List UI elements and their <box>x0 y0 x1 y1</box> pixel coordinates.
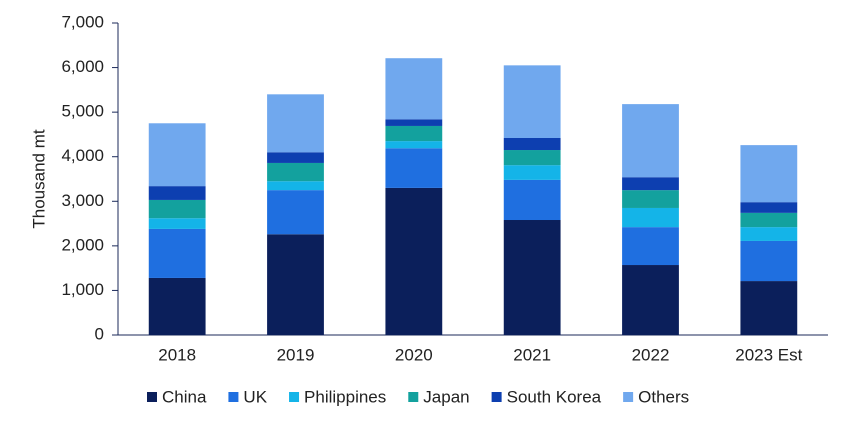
bar-segment <box>148 123 206 187</box>
bar-segment <box>267 234 324 335</box>
bar-segment <box>503 220 561 335</box>
legend-swatch <box>147 392 157 402</box>
x-tick-label: 2020 <box>395 345 433 364</box>
bar-segment <box>503 65 561 138</box>
x-tick-label: 2018 <box>158 345 196 364</box>
y-tick-label: 3,000 <box>61 191 104 210</box>
bar-segment <box>740 212 798 228</box>
bar-segment <box>385 141 443 149</box>
bar-segment <box>385 125 443 142</box>
y-tick-label: 2,000 <box>61 235 104 254</box>
bar-segment <box>385 148 443 188</box>
bar-segment <box>740 202 798 213</box>
x-tick-label: 2023 Est <box>735 345 802 364</box>
bar-segment <box>148 218 206 229</box>
bar-segment <box>503 150 561 166</box>
y-axis-label: Thousand mt <box>29 129 48 228</box>
x-tick-label: 2021 <box>513 345 551 364</box>
bar-segment <box>503 165 561 180</box>
y-tick-label: 6,000 <box>61 57 104 76</box>
y-tick-label: 4,000 <box>61 146 104 165</box>
y-tick-label: 0 <box>95 324 104 343</box>
legend-swatch <box>228 392 239 402</box>
legend-label: South Korea <box>507 387 602 406</box>
bar-segment <box>267 94 324 153</box>
bar-segment <box>740 145 798 203</box>
legend-swatch <box>408 392 419 402</box>
bar-segment <box>267 152 324 163</box>
legend-label: Others <box>638 387 689 406</box>
bar-segment <box>267 190 324 235</box>
bar-segment <box>740 240 798 282</box>
bar-segment <box>148 199 206 219</box>
bar-segment <box>622 177 679 191</box>
bar-segment <box>503 137 561 151</box>
bar-segment <box>503 179 561 221</box>
x-tick-label: 2019 <box>277 345 315 364</box>
bar-segment <box>148 186 206 200</box>
y-tick-label: 1,000 <box>61 280 104 299</box>
legend-label: Japan <box>423 387 469 406</box>
legend-label: UK <box>243 387 267 406</box>
x-tick-label: 2022 <box>632 345 670 364</box>
bar-segment <box>622 104 679 178</box>
y-tick-label: 7,000 <box>61 12 104 31</box>
legend-swatch <box>623 392 634 402</box>
bar-segment <box>385 58 443 120</box>
bar-segment <box>622 227 679 266</box>
legend-swatch <box>491 392 502 402</box>
bar-segment <box>622 207 679 228</box>
bar-segment <box>385 187 443 335</box>
bar-segment <box>740 281 798 335</box>
bar-segment <box>148 277 206 335</box>
bar-segment <box>740 227 798 241</box>
bar-segment <box>267 162 324 182</box>
bar-segment <box>622 265 679 335</box>
legend-label: Philippines <box>304 387 386 406</box>
bar-segment <box>267 181 324 191</box>
legend-label: China <box>162 387 207 406</box>
bar-segment <box>622 190 679 208</box>
bar-segment <box>385 119 443 126</box>
y-tick-label: 5,000 <box>61 102 104 121</box>
bar-segment <box>148 228 206 278</box>
legend-swatch <box>289 392 300 402</box>
